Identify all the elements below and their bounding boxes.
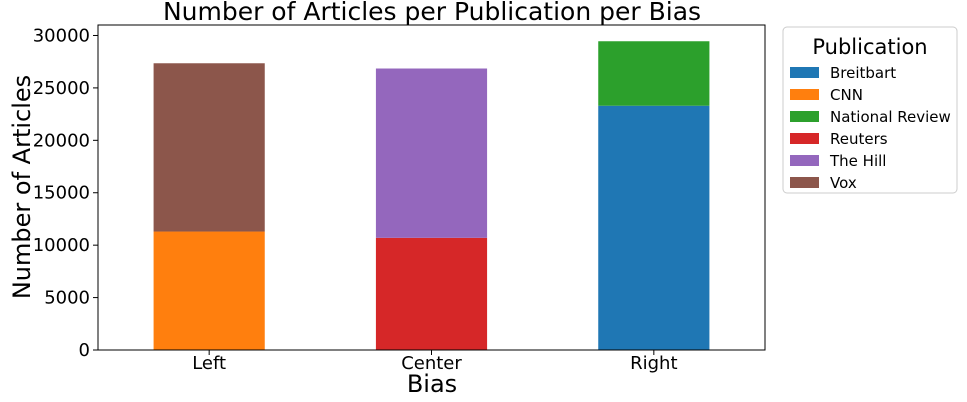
legend-label-vox: Vox — [830, 174, 857, 192]
bars-group — [153, 41, 710, 351]
legend-label-cnn: CNN — [830, 86, 863, 104]
y-tick-label: 30000 — [33, 25, 90, 46]
y-tick-label: 20000 — [33, 130, 90, 151]
bar-right-national-review — [598, 41, 710, 106]
y-tick-label: 0 — [79, 340, 90, 361]
x-tick-label-right: Right — [630, 353, 677, 374]
y-axis-title: Number of Articles — [8, 75, 36, 299]
legend: Publication Breitbart CNN National Review R… — [782, 26, 958, 194]
legend-label-breitbart: Breitbart — [830, 64, 896, 82]
legend-swatch-the-hill — [790, 155, 819, 166]
bar-left-cnn — [153, 231, 265, 350]
y-tick-label: 5000 — [44, 288, 90, 309]
legend-label-national-review: National Review — [830, 108, 951, 126]
x-axis-title: Bias — [407, 370, 457, 398]
legend-label-reuters: Reuters — [830, 130, 888, 148]
bar-center-reuters — [375, 237, 488, 350]
y-tick-label: 10000 — [33, 235, 90, 256]
y-tick-label: 25000 — [33, 78, 90, 99]
bar-center-the-hill — [375, 68, 488, 238]
legend-swatch-vox — [790, 177, 819, 188]
legend-swatch-reuters — [790, 133, 819, 144]
y-tick-label: 15000 — [33, 183, 90, 204]
legend-swatch-national-review — [790, 111, 819, 122]
legend-frame — [782, 26, 958, 194]
x-axis: Left Center Right — [192, 350, 678, 374]
bar-left-vox — [153, 63, 265, 232]
y-axis: 0 5000 10000 15000 20000 25000 30000 — [33, 25, 98, 361]
legend-title: Publication — [812, 35, 927, 59]
x-tick-label-center: Center — [401, 353, 462, 374]
legend-swatch-cnn — [790, 89, 819, 100]
legend-swatch-breitbart — [790, 67, 819, 78]
legend-items: Breitbart CNN National Review Reuters The Hi… — [790, 64, 951, 192]
legend-label-the-hill: The Hill — [829, 152, 886, 170]
chart-title: Number of Articles per Publication per B… — [163, 0, 701, 26]
bar-right-breitbart — [598, 105, 710, 351]
x-tick-label-left: Left — [192, 353, 226, 374]
